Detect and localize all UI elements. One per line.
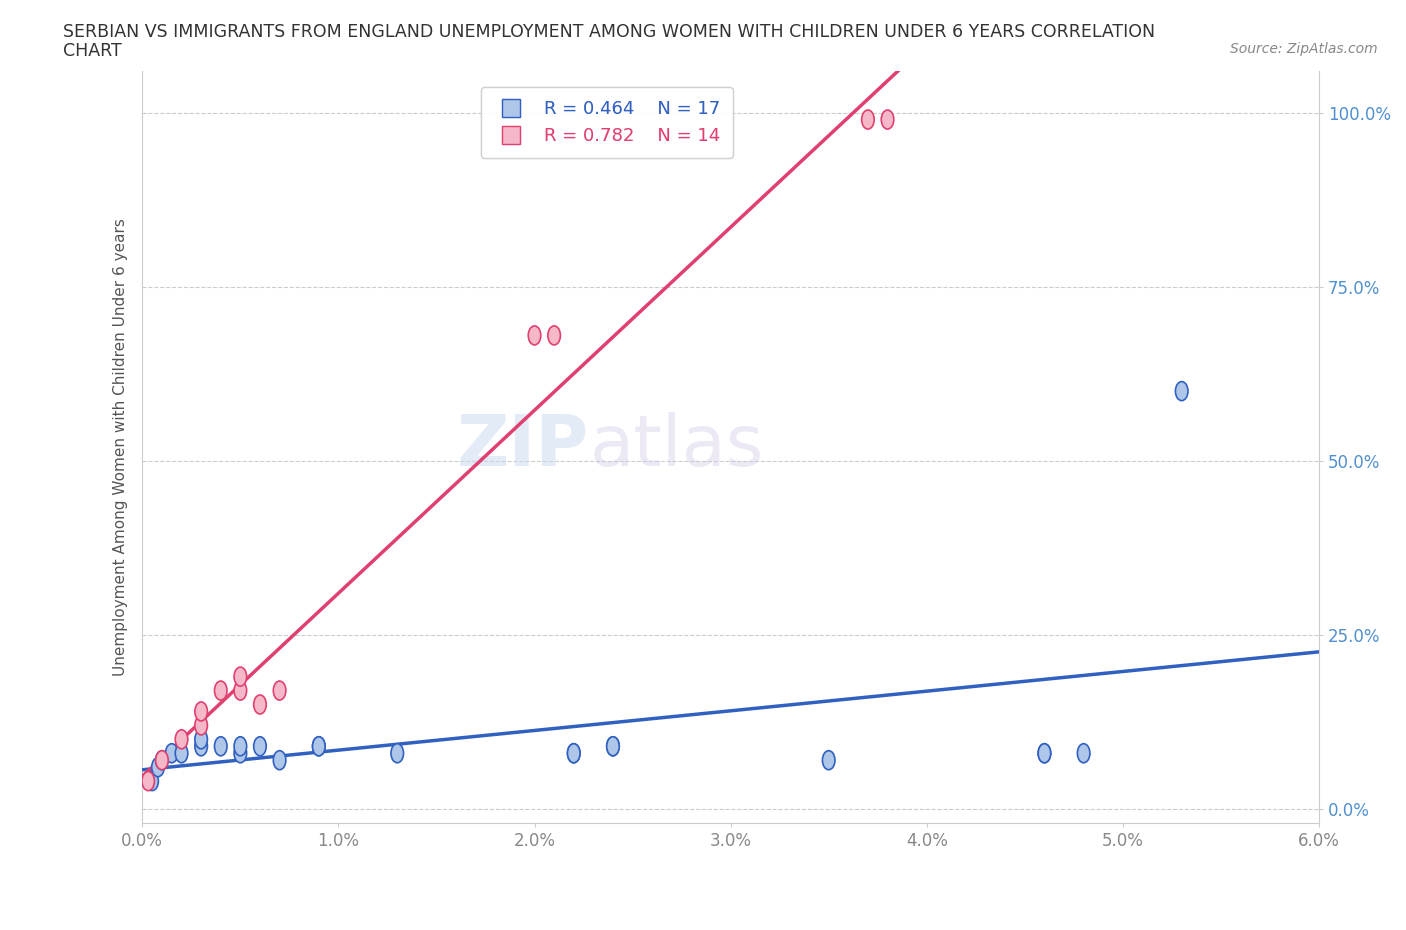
Ellipse shape [176, 744, 188, 763]
Ellipse shape [568, 744, 581, 763]
Ellipse shape [176, 730, 188, 749]
Ellipse shape [166, 744, 179, 763]
Ellipse shape [146, 772, 159, 790]
Ellipse shape [1077, 744, 1090, 763]
Legend: R = 0.464    N = 17, R = 0.782    N = 14: R = 0.464 N = 17, R = 0.782 N = 14 [481, 87, 733, 158]
Ellipse shape [142, 772, 155, 790]
Ellipse shape [529, 326, 541, 345]
Ellipse shape [253, 737, 266, 756]
Ellipse shape [607, 737, 619, 756]
Text: SERBIAN VS IMMIGRANTS FROM ENGLAND UNEMPLOYMENT AMONG WOMEN WITH CHILDREN UNDER : SERBIAN VS IMMIGRANTS FROM ENGLAND UNEMP… [63, 23, 1156, 41]
Ellipse shape [1038, 744, 1050, 763]
Ellipse shape [607, 737, 619, 756]
Ellipse shape [253, 695, 266, 714]
Ellipse shape [215, 737, 226, 756]
Text: ZIP: ZIP [457, 412, 589, 482]
Ellipse shape [1038, 744, 1050, 763]
Text: CHART: CHART [63, 42, 122, 60]
Ellipse shape [195, 730, 208, 749]
Ellipse shape [391, 744, 404, 763]
Ellipse shape [233, 744, 246, 763]
Ellipse shape [195, 737, 208, 756]
Ellipse shape [823, 751, 835, 770]
Ellipse shape [233, 681, 246, 700]
Ellipse shape [548, 326, 561, 345]
Ellipse shape [882, 110, 894, 129]
Ellipse shape [312, 737, 325, 756]
Ellipse shape [312, 737, 325, 756]
Ellipse shape [862, 110, 875, 129]
Ellipse shape [273, 681, 285, 700]
Ellipse shape [152, 758, 165, 777]
Y-axis label: Unemployment Among Women with Children Under 6 years: Unemployment Among Women with Children U… [114, 218, 128, 676]
Ellipse shape [233, 667, 246, 686]
Text: atlas: atlas [589, 412, 763, 482]
Ellipse shape [156, 751, 169, 770]
Ellipse shape [273, 751, 285, 770]
Ellipse shape [195, 716, 208, 735]
Ellipse shape [233, 737, 246, 756]
Ellipse shape [215, 681, 226, 700]
Text: Source: ZipAtlas.com: Source: ZipAtlas.com [1230, 42, 1378, 56]
Ellipse shape [1175, 381, 1188, 401]
Ellipse shape [568, 744, 581, 763]
Ellipse shape [156, 751, 169, 770]
Ellipse shape [195, 702, 208, 721]
